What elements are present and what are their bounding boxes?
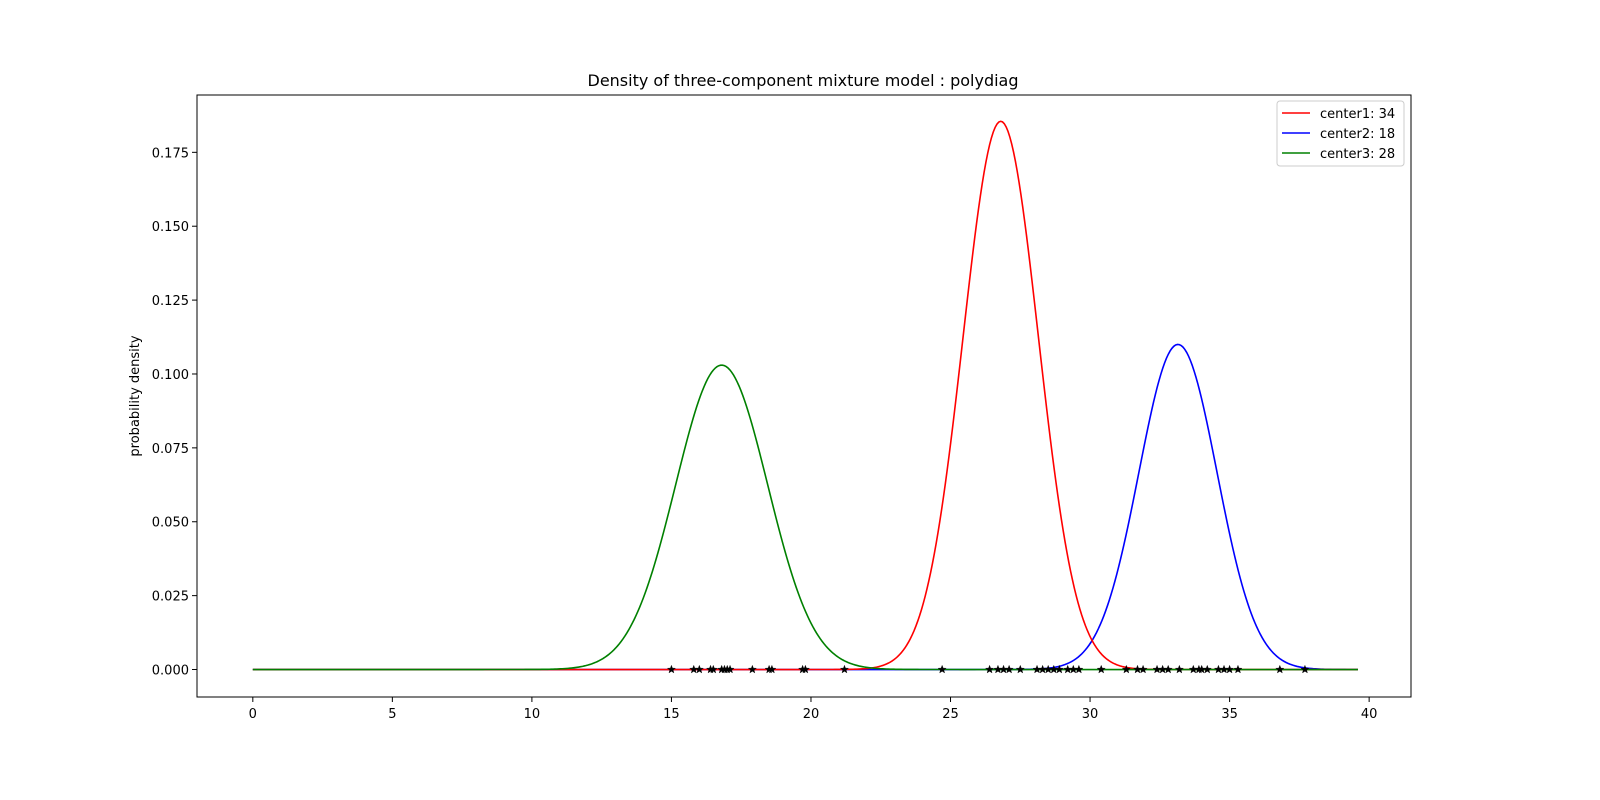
observation-marker (1015, 664, 1025, 674)
observation-marker (708, 664, 718, 674)
observation-marker (1163, 664, 1173, 674)
observation-marker (985, 664, 995, 674)
legend-entry-label: center1: 34 (1320, 107, 1395, 122)
observation-marker (694, 664, 704, 674)
series-line-3 (252, 364, 1358, 671)
observation-marker (725, 664, 735, 674)
x-tick-label: 20 (803, 707, 820, 722)
plot-frame (196, 94, 1412, 698)
observation-marker (767, 664, 777, 674)
observation-marker (1096, 664, 1106, 674)
observation-marker (1225, 664, 1235, 674)
legend-entry-label: center2: 18 (1320, 127, 1395, 142)
observation-marker (1174, 664, 1184, 674)
observation-marker (800, 664, 810, 674)
y-tick-label: 0.150 (152, 220, 189, 235)
observation-marker (937, 664, 947, 674)
y-tick-label: 0.100 (152, 368, 189, 383)
observation-marker (1054, 664, 1064, 674)
y-tick-label: 0.000 (152, 664, 189, 679)
observation-marker (1074, 664, 1084, 674)
x-axis: 0 5 10 15 20 25 30 35 40 (249, 697, 1378, 722)
x-tick-label: 0 (249, 707, 257, 722)
y-tick-label: 0.050 (152, 516, 189, 531)
y-axis-label: probability density (128, 335, 143, 456)
x-tick-label: 35 (1221, 707, 1238, 722)
observation-marker (747, 664, 757, 674)
observation-marker (1202, 664, 1212, 674)
y-axis: 0.000 0.025 0.050 0.075 0.100 0.125 0.150 0.175 (152, 146, 197, 679)
observation-marker (666, 664, 676, 674)
observation-marker (1004, 664, 1014, 674)
x-tick-label: 30 (1082, 707, 1099, 722)
legend-entry-label: center3: 28 (1320, 147, 1395, 162)
y-tick-label: 0.025 (152, 590, 189, 605)
observation-marker (1275, 664, 1285, 674)
observation-marker (839, 664, 850, 674)
observation-marker (1233, 664, 1243, 674)
y-tick-label: 0.175 (152, 146, 189, 161)
observation-marker (1300, 664, 1310, 674)
plot-area (252, 120, 1358, 674)
legend-box (1276, 100, 1405, 167)
x-tick-label: 25 (942, 707, 959, 722)
series-line-1 (252, 120, 1358, 671)
x-tick-label: 10 (524, 707, 541, 722)
chart-title: Density of three-component mixture model… (588, 71, 1019, 90)
y-tick-label: 0.075 (152, 442, 189, 457)
series-line-2 (252, 343, 1358, 671)
observation-marker (1138, 664, 1148, 674)
x-tick-label: 40 (1361, 707, 1378, 722)
observation-marker (1121, 664, 1131, 674)
x-tick-label: 15 (663, 707, 680, 722)
legend: center1: 34 center2: 18 center3: 28 (1276, 100, 1405, 167)
x-tick-label: 5 (388, 707, 396, 722)
y-tick-label: 0.125 (152, 294, 189, 309)
